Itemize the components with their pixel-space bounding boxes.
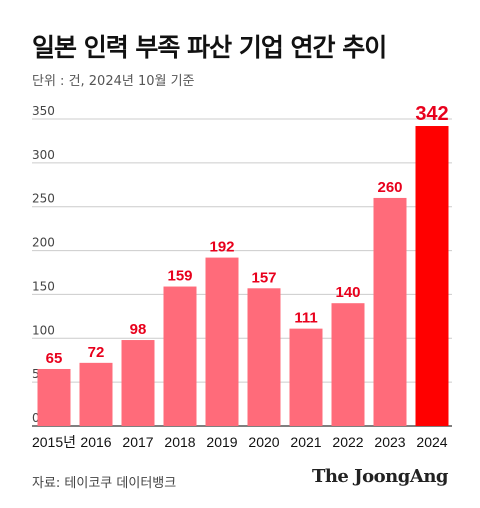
data-label: 65 [46,350,63,367]
data-label: 157 [251,269,276,286]
x-tick-label: 2022 [332,434,363,450]
y-tick-label: 150 [32,279,55,293]
x-tick-label: 2017 [122,434,153,450]
bar [331,303,365,426]
data-label: 111 [294,310,317,327]
bar [373,197,407,426]
x-tick-label: 2024 [416,434,447,450]
bar-chart: 050100150200250300350652015년722016982017… [32,103,452,450]
y-tick-label: 0 [32,411,40,425]
y-tick-label: 200 [32,236,55,250]
x-tick-label: 2015년 [32,434,76,450]
chart-title: 일본 인력 부족 파산 기업 연간 추이 [32,33,387,62]
y-tick-label: 250 [32,192,55,206]
data-label: 98 [130,321,147,338]
y-tick-label: 300 [32,148,55,162]
bar [205,257,239,426]
bar [247,288,281,426]
data-label: 140 [335,284,360,301]
source-note: 자료: 테이코쿠 데이터뱅크 [32,476,177,491]
y-tick-label: 100 [32,323,55,337]
joongang-logo: The JoongAng [311,466,449,487]
y-tick-label: 350 [32,104,55,118]
x-tick-label: 2016 [80,434,111,450]
data-label: 342 [415,103,448,125]
x-tick-label: 2020 [248,434,279,450]
bar [79,362,113,426]
bar [163,286,197,426]
x-tick-label: 2021 [290,434,321,450]
bar [289,328,323,426]
data-label: 72 [88,344,105,361]
data-label: 260 [377,179,402,196]
bar-highlight [415,126,449,426]
x-tick-label: 2019 [206,434,237,450]
data-label: 192 [209,239,234,256]
bar [121,340,155,426]
x-tick-label: 2023 [374,434,405,450]
unit-note: 단위 : 건, 2024년 10월 기준 [32,74,195,89]
x-tick-label: 2018 [164,434,195,450]
data-label: 159 [167,268,192,285]
bar [37,368,71,426]
